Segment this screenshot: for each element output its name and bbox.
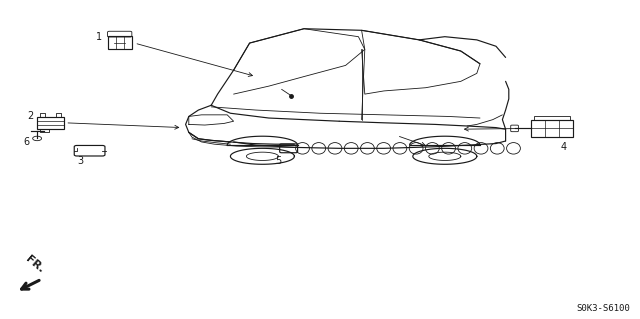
Text: FR.: FR. — [24, 254, 46, 275]
Text: 3: 3 — [77, 156, 83, 166]
Bar — [531, 120, 573, 137]
Bar — [534, 116, 570, 120]
Text: 1: 1 — [96, 32, 102, 42]
Text: 5: 5 — [275, 156, 282, 166]
Text: S0K3-S6100: S0K3-S6100 — [577, 304, 630, 313]
Text: 6: 6 — [24, 137, 30, 147]
Bar — [37, 117, 64, 129]
Text: 2: 2 — [28, 111, 34, 122]
Text: 4: 4 — [560, 142, 566, 152]
Bar — [108, 36, 132, 49]
